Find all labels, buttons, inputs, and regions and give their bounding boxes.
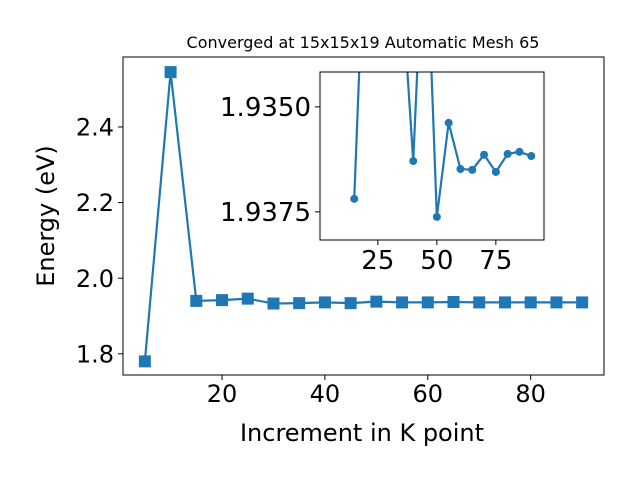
marker (138, 355, 151, 368)
x-tick-label: 75 (479, 246, 512, 276)
y-axis-label: Energy (eV) (32, 145, 60, 287)
marker (318, 296, 331, 309)
marker (370, 295, 383, 308)
marker (524, 296, 537, 309)
x-tick-label: 60 (413, 380, 444, 408)
x-tick-label: 80 (515, 380, 546, 408)
marker (527, 152, 536, 160)
axes-frame (122, 56, 605, 376)
marker (216, 294, 229, 307)
marker (293, 297, 306, 310)
y-tick-label: 1.9375 (220, 198, 311, 228)
marker (241, 292, 254, 305)
marker (421, 296, 434, 309)
marker (396, 296, 409, 309)
marker (480, 150, 489, 159)
y-tick-label: 2.2 (76, 189, 114, 217)
marker (576, 296, 589, 309)
plot-area (350, 72, 536, 221)
marker (350, 194, 359, 203)
marker (444, 118, 453, 127)
marker (473, 296, 486, 309)
x-tick-label: 50 (420, 246, 453, 276)
y-tick-label: 2.0 (76, 265, 114, 293)
y-tick-label: 1.9350 (220, 93, 311, 123)
marker (515, 147, 524, 156)
plot-area (138, 66, 589, 368)
marker (503, 149, 512, 158)
marker (498, 296, 511, 309)
marker (432, 212, 441, 221)
marker (409, 157, 418, 166)
x-tick-label: 25 (361, 246, 394, 276)
x-axis-label: Increment in K point (240, 419, 484, 447)
axes-frame (319, 71, 545, 241)
marker (550, 296, 563, 309)
x-tick-label: 40 (310, 380, 341, 408)
x-tick-label: 20 (207, 380, 238, 408)
marker (267, 297, 280, 310)
marker (491, 167, 500, 176)
marker (164, 66, 177, 79)
line (353, 72, 532, 218)
marker (468, 165, 477, 174)
marker (447, 296, 460, 309)
marker (456, 165, 465, 174)
y-tick-label: 1.8 (76, 340, 114, 368)
marker (344, 297, 357, 310)
marker (190, 294, 203, 307)
chart-title: Converged at 15x15x19 Automatic Mesh 65 (187, 33, 540, 52)
y-tick-label: 2.4 (76, 114, 114, 142)
